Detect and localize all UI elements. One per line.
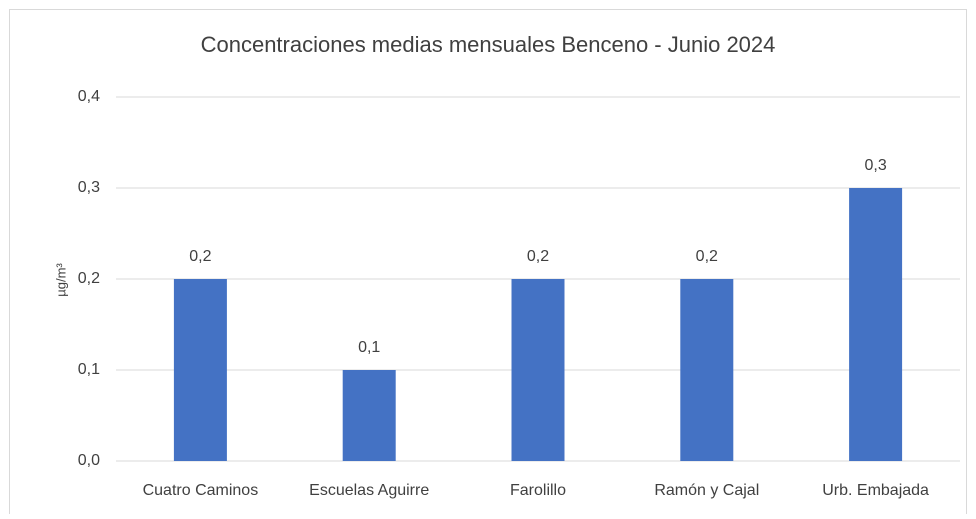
x-tick-label: Urb. Embajada xyxy=(822,482,929,499)
x-tick-label: Cuatro Caminos xyxy=(143,482,259,499)
chart-frame xyxy=(9,9,967,519)
y-tick-label: 0,0 xyxy=(78,452,100,469)
bar xyxy=(849,188,903,461)
data-label: 0,3 xyxy=(864,157,886,174)
bar xyxy=(342,370,396,461)
x-tick-label: Farolillo xyxy=(510,482,566,499)
y-tick-label: 0,1 xyxy=(78,361,100,378)
data-label: 0,2 xyxy=(527,248,549,265)
x-tick-label: Escuelas Aguirre xyxy=(309,482,429,499)
bar xyxy=(173,279,227,461)
bar xyxy=(511,279,565,461)
chart-title: Concentraciones medias mensuales Benceno… xyxy=(201,32,776,57)
bar xyxy=(680,279,734,461)
data-label: 0,2 xyxy=(189,248,211,265)
data-label: 0,1 xyxy=(358,339,380,356)
y-tick-label: 0,4 xyxy=(78,88,100,105)
y-tick-label: 0,2 xyxy=(78,270,100,287)
data-label: 0,2 xyxy=(696,248,718,265)
y-axis-label: µg/m³ xyxy=(53,263,68,297)
y-tick-label: 0,3 xyxy=(78,179,100,196)
x-tick-label: Ramón y Cajal xyxy=(654,482,759,499)
